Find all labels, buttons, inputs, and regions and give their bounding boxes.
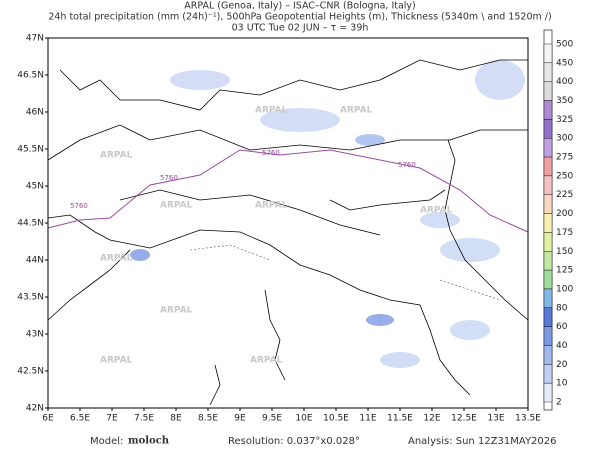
colorbar-label: 275	[556, 153, 573, 163]
axes: 47N 46.5N 46N 45.5N 45N 44.5N 44N 43.5N 43N 42.5N…	[17, 34, 541, 424]
title-line: 03 UTC Tue 02 JUN – τ = 39h	[232, 23, 369, 34]
colorbar-label: 325	[556, 115, 573, 125]
lat-label: 43.5N	[17, 293, 44, 303]
watermark: ARPAL	[160, 201, 193, 211]
colorbar-label: 2	[556, 398, 562, 408]
colorbar-segment	[543, 119, 553, 139]
colorbar-segment	[543, 288, 553, 308]
colorbar-label: 20	[556, 360, 568, 370]
lon-label: 12.5E	[451, 414, 477, 424]
lat-label: 45.5N	[17, 145, 44, 155]
footer-model-label: Model:	[90, 436, 123, 447]
lat-label: 45N	[26, 182, 44, 192]
lat-label: 47N	[26, 34, 44, 44]
lon-label: 13E	[487, 414, 504, 424]
colorbar-segment	[543, 232, 553, 252]
colorbar-label: 80	[556, 303, 568, 313]
colorbar-segment	[543, 213, 553, 233]
colorbar-label: 150	[556, 247, 573, 257]
colorbar-label: 10	[556, 379, 568, 389]
watermark: ARPAL	[160, 306, 193, 316]
watermark: ARPAL	[340, 106, 373, 116]
lon-label: 13.5E	[515, 414, 541, 424]
watermark: ARPAL	[100, 356, 133, 366]
title-line: 24h total precipitation (mm (24h)⁻¹), 50…	[48, 12, 551, 23]
watermark: ARPAL	[250, 356, 283, 366]
colorbar-label: 300	[556, 134, 573, 144]
contour-label: 5760	[160, 174, 178, 182]
footer-analysis: Analysis: Sun 12Z31MAY2026	[408, 436, 557, 447]
lon-label: 10.5E	[323, 414, 349, 424]
watermark: ARPAL	[100, 151, 133, 161]
watermark: ARPAL	[100, 254, 133, 264]
lat-label: 42N	[26, 404, 44, 414]
colorbar-label: 200	[556, 209, 573, 219]
precip	[130, 60, 525, 368]
watermark: ARPAL	[255, 106, 288, 116]
colorbar-segment	[543, 62, 553, 82]
title-line: ARPAL (Genoa, Italy) – ISAC–CNR (Bologna…	[184, 1, 416, 12]
lon-label: 11E	[359, 414, 376, 424]
colorbar-segment	[543, 138, 553, 158]
colorbar-label: 400	[556, 77, 573, 87]
lat-label: 46N	[26, 108, 44, 118]
watermark: ARPAL	[420, 206, 453, 216]
colorbar-label: 100	[556, 284, 573, 294]
contour-label: 5760	[70, 202, 88, 210]
lon-label: 7E	[106, 414, 118, 424]
lon-label: 6E	[42, 414, 54, 424]
colorbar-label: 40	[556, 341, 568, 351]
colorbar-label: 125	[556, 266, 573, 276]
colorbar: 500 450 400 350 325 300 275 250 225 200 175 150 125 1…	[543, 29, 573, 411]
lon-label: 12E	[423, 414, 440, 424]
footer-model: moloch	[128, 436, 170, 447]
colorbar-segment	[543, 100, 553, 120]
colorbar-segment	[543, 345, 553, 365]
contour-label: 5760	[398, 161, 416, 169]
colorbar-segment	[543, 382, 553, 403]
colorbar-segment	[543, 326, 553, 346]
lon-label: 8.5E	[198, 414, 218, 424]
contour-label: 5760	[262, 149, 280, 157]
lon-label: 11.5E	[387, 414, 413, 424]
colorbar-label: 225	[556, 190, 573, 200]
colorbar-segment	[543, 81, 553, 101]
lon-label: 10E	[295, 414, 312, 424]
lon-label: 9.5E	[262, 414, 282, 424]
sea-dotted	[189, 244, 501, 301]
colorbar-label: 175	[556, 228, 573, 238]
lat-label: 42.5N	[17, 367, 44, 377]
lon-label: 7.5E	[134, 414, 154, 424]
lat-label: 43N	[26, 330, 44, 340]
lat-label: 44.5N	[17, 219, 44, 229]
lat-label: 46.5N	[17, 71, 44, 81]
colorbar-segment	[543, 175, 553, 195]
lon-label: 8E	[170, 414, 182, 424]
colorbar-label: 450	[556, 58, 573, 68]
colorbar-segment	[543, 43, 553, 64]
colorbar-segment	[543, 194, 553, 214]
colorbar-segment	[543, 269, 553, 290]
contour	[47, 149, 529, 233]
lat-label: 44N	[26, 256, 44, 266]
lon-label: 6.5E	[70, 414, 90, 424]
colorbar-label: 350	[556, 96, 573, 106]
colorbar-segment	[543, 156, 553, 177]
map-lines	[47, 59, 529, 406]
watermark: ARPAL	[255, 201, 288, 211]
colorbar-label: 250	[556, 171, 573, 181]
lon-label: 9E	[234, 414, 246, 424]
colorbar-segment	[543, 251, 553, 271]
watermarks: ARPAL ARPAL ARPAL ARPAL ARPAL ARPAL ARPAL ARPAL…	[100, 106, 453, 366]
colorbar-segment	[543, 307, 553, 327]
colorbar-segment	[543, 364, 553, 384]
colorbar-label: 60	[556, 322, 568, 332]
colorbar-label: 500	[556, 40, 573, 50]
footer-resolution: Resolution: 0.037°x0.028°	[228, 436, 360, 447]
